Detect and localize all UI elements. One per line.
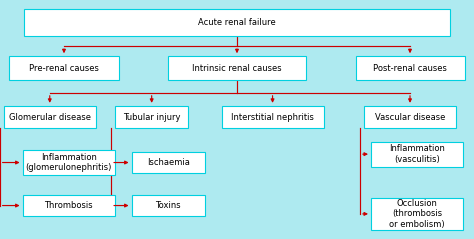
FancyBboxPatch shape	[131, 152, 205, 173]
Text: Pre-renal causes: Pre-renal causes	[29, 64, 99, 73]
Text: Thrombosis: Thrombosis	[45, 201, 93, 210]
FancyBboxPatch shape	[3, 106, 96, 129]
Text: Acute renal failure: Acute renal failure	[198, 18, 276, 27]
Text: Ischaemia: Ischaemia	[147, 158, 190, 167]
FancyBboxPatch shape	[371, 198, 464, 230]
Text: Tubular injury: Tubular injury	[123, 113, 181, 122]
Text: Vascular disease: Vascular disease	[375, 113, 445, 122]
Text: Post-renal causes: Post-renal causes	[373, 64, 447, 73]
FancyBboxPatch shape	[22, 195, 115, 216]
FancyBboxPatch shape	[131, 195, 205, 216]
Text: Glomerular disease: Glomerular disease	[9, 113, 91, 122]
FancyBboxPatch shape	[24, 9, 450, 37]
FancyBboxPatch shape	[22, 150, 115, 175]
FancyBboxPatch shape	[9, 56, 119, 80]
FancyBboxPatch shape	[356, 56, 465, 80]
Text: Inflammation
(vasculitis): Inflammation (vasculitis)	[389, 144, 445, 164]
Text: Inflammation
(glomerulonephritis): Inflammation (glomerulonephritis)	[26, 153, 112, 172]
Text: Toxins: Toxins	[155, 201, 181, 210]
Text: Occlusion
(thrombosis
or embolism): Occlusion (thrombosis or embolism)	[389, 199, 445, 229]
Text: Interstitial nephritis: Interstitial nephritis	[231, 113, 314, 122]
FancyBboxPatch shape	[115, 106, 188, 129]
FancyBboxPatch shape	[168, 56, 306, 80]
FancyBboxPatch shape	[221, 106, 323, 129]
FancyBboxPatch shape	[371, 141, 464, 167]
FancyBboxPatch shape	[364, 106, 456, 129]
Text: Intrinsic renal causes: Intrinsic renal causes	[192, 64, 282, 73]
